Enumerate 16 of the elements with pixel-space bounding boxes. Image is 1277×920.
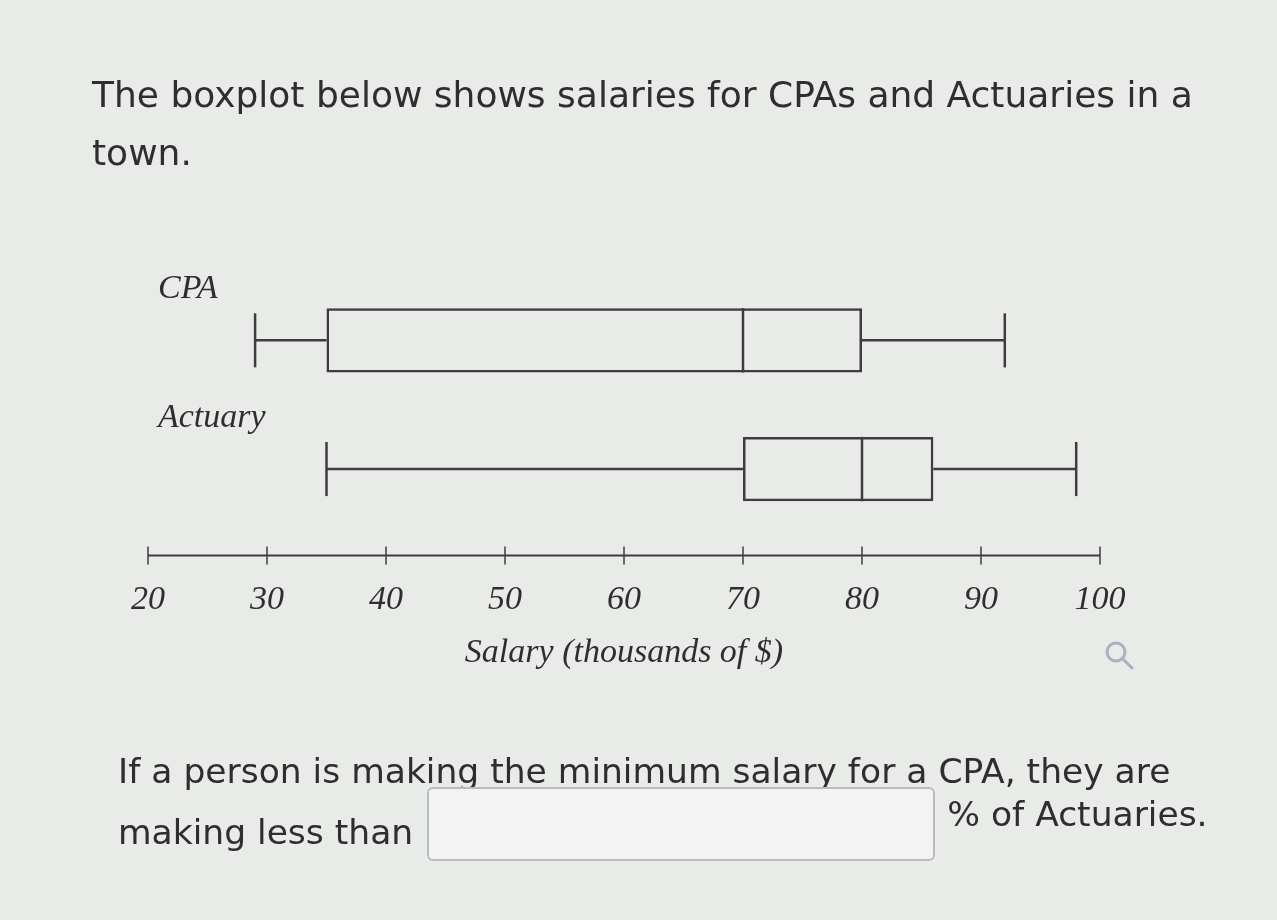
x-tick-label: 30 <box>249 578 284 616</box>
x-tick-label: 90 <box>964 578 998 616</box>
x-tick-label: 40 <box>369 578 403 616</box>
x-axis-title: Salary (thousands of $) <box>464 631 784 670</box>
text: % of Actuaries. <box>947 793 1208 835</box>
x-tick-label: 60 <box>607 578 641 616</box>
y-tick-label: CPA <box>158 268 219 306</box>
x-tick-label: 20 <box>131 578 165 616</box>
x-tick-label: 100 <box>1074 578 1126 616</box>
chart-title: The boxplot below shows salaries for CPAs and Actuaries in a town. <box>92 73 1194 175</box>
y-tick-label: Actuary <box>156 396 267 434</box>
x-tick-label: 70 <box>726 578 760 616</box>
text: If a person is making the minimum salary for a CPA, they are <box>118 750 1171 792</box>
x-tick-label: 50 <box>488 578 522 616</box>
text: making less than <box>118 811 414 853</box>
x-tick-label: 80 <box>845 578 879 616</box>
